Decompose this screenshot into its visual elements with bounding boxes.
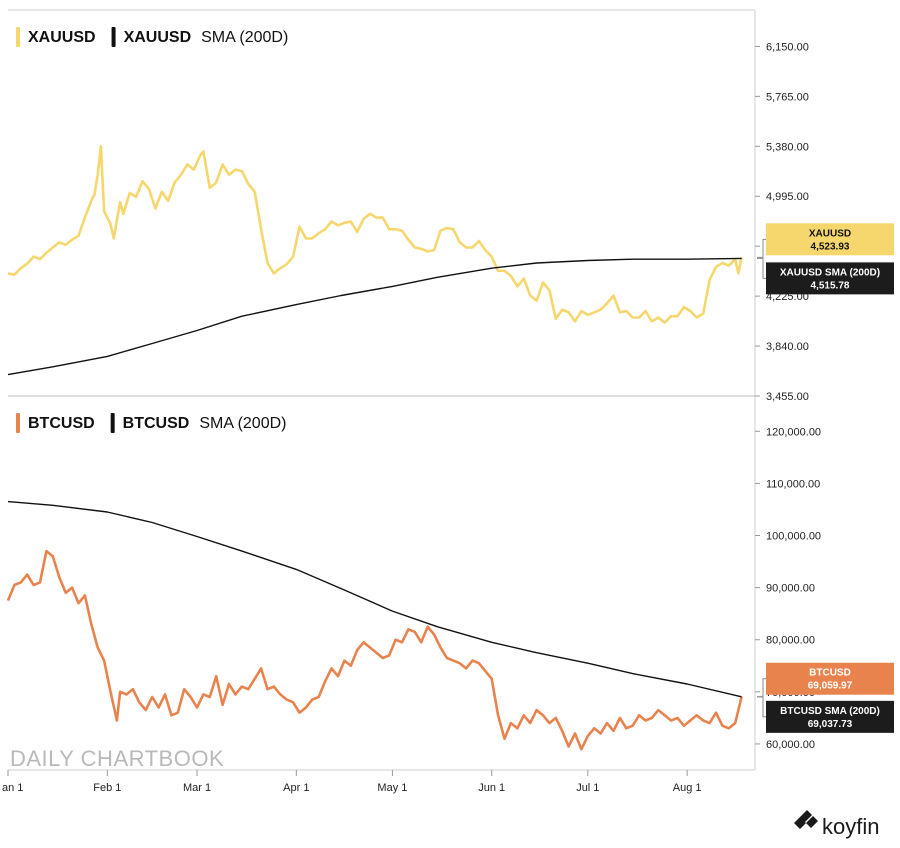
legend-entry-suffix: SMA (200D)	[199, 415, 286, 432]
last-value-connector	[757, 238, 766, 258]
legend-swatch	[111, 27, 116, 47]
gold-price-line	[7, 145, 743, 325]
koyfin-logo-icon	[794, 810, 818, 829]
x-tick-label: Feb 1	[93, 782, 121, 794]
gold-legend: XAUUSD XAUUSD SMA (200D)	[16, 27, 288, 47]
x-tick-label: Mar 1	[183, 782, 211, 794]
legend-entry-name: BTCUSD	[28, 415, 95, 432]
last-value-connector	[757, 678, 766, 698]
last-value-badge-name: BTCUSD	[809, 668, 851, 679]
y-tick-label: 110,000.00	[766, 478, 820, 490]
last-value-connector	[757, 696, 766, 718]
btc-last-value-labels: BTCUSD 69,059.97 BTCUSD SMA (200D) 69,037.7…	[757, 662, 894, 733]
gold-last-value-labels: XAUUSD 4,523.93 XAUUSD SMA (200D) 4,515.78	[757, 223, 894, 295]
x-tick-label: Jul 1	[576, 782, 599, 794]
x-tick-label: an 1	[2, 782, 23, 794]
btc-legend: BTCUSD BTCUSD SMA (200D)	[16, 413, 286, 433]
legend-entry-suffix: SMA (200D)	[201, 29, 288, 46]
chart-frame	[8, 9, 756, 771]
y-tick-label: 5,380.00	[766, 141, 809, 153]
y-tick-label: 6,150.00	[766, 41, 809, 53]
y-tick-label: 120,000.00	[766, 426, 821, 438]
x-tick-label: May 1	[377, 782, 407, 794]
btc-price-line	[6, 549, 743, 751]
y-tick-label: 3,455.00	[766, 391, 809, 403]
btc-y-axis: 120,000.00 110,000.00 100,000.00 90,000.00 8…	[755, 426, 821, 751]
last-value-badge-value: 4,515.78	[811, 280, 850, 291]
gold-series-layer	[7, 145, 743, 376]
watermark-text: DAILY CHARTBOOK	[10, 746, 224, 771]
x-tick-label: Jun 1	[478, 782, 505, 794]
last-value-badge-value: 4,523.93	[811, 241, 850, 252]
y-tick-label: 90,000.00	[766, 583, 815, 595]
y-tick-label: 80,000.00	[766, 635, 815, 647]
btc-panel: 120,000.00 110,000.00 100,000.00 90,000.00 8…	[6, 413, 894, 751]
last-value-badge	[766, 262, 894, 295]
last-value-badge	[766, 700, 894, 733]
legend-swatch	[16, 27, 20, 47]
y-tick-label: 4,995.00	[766, 191, 809, 203]
gold-y-axis: 6,150.005,765.005,380.004,995.004,610.00…	[755, 41, 809, 403]
last-value-badge-name: XAUUSD	[809, 228, 851, 239]
x-tick-label: Aug 1	[673, 782, 702, 794]
last-value-badge-name: BTCUSD SMA (200D)	[780, 706, 880, 717]
legend-swatch	[110, 413, 115, 433]
btc-sma-line	[7, 500, 742, 698]
y-tick-label: 100,000.00	[766, 530, 821, 542]
y-tick-label: 60,000.00	[766, 739, 815, 751]
legend-swatch	[16, 413, 20, 433]
last-value-connector	[757, 257, 766, 279]
legend-entry-name: XAUUSD	[124, 29, 192, 46]
last-value-badge-value: 69,059.97	[808, 681, 853, 692]
koyfin-brand-text: koyfin	[822, 814, 879, 839]
last-value-badge	[766, 223, 894, 256]
x-tick-label: Apr 1	[283, 782, 309, 794]
koyfin-logo: koyfin	[794, 810, 879, 839]
last-value-badge-value: 69,037.73	[808, 719, 853, 730]
y-tick-label: 3,840.00	[766, 341, 809, 353]
gold-sma-line	[7, 257, 742, 376]
legend-entry-name: XAUUSD	[28, 29, 96, 46]
last-value-badge-name: XAUUSD SMA (200D)	[780, 267, 880, 278]
last-value-badge	[766, 662, 894, 695]
btc-series-layer	[6, 500, 743, 751]
gold-panel: 6,150.005,765.005,380.004,995.004,610.00…	[7, 27, 894, 403]
x-axis: an 1 Feb 1 Mar 1 Apr 1 May 1 Jun 1 Jul 1 Aug 1	[2, 770, 702, 794]
legend-entry-name: BTCUSD	[123, 415, 190, 432]
y-tick-label: 5,765.00	[766, 91, 809, 103]
